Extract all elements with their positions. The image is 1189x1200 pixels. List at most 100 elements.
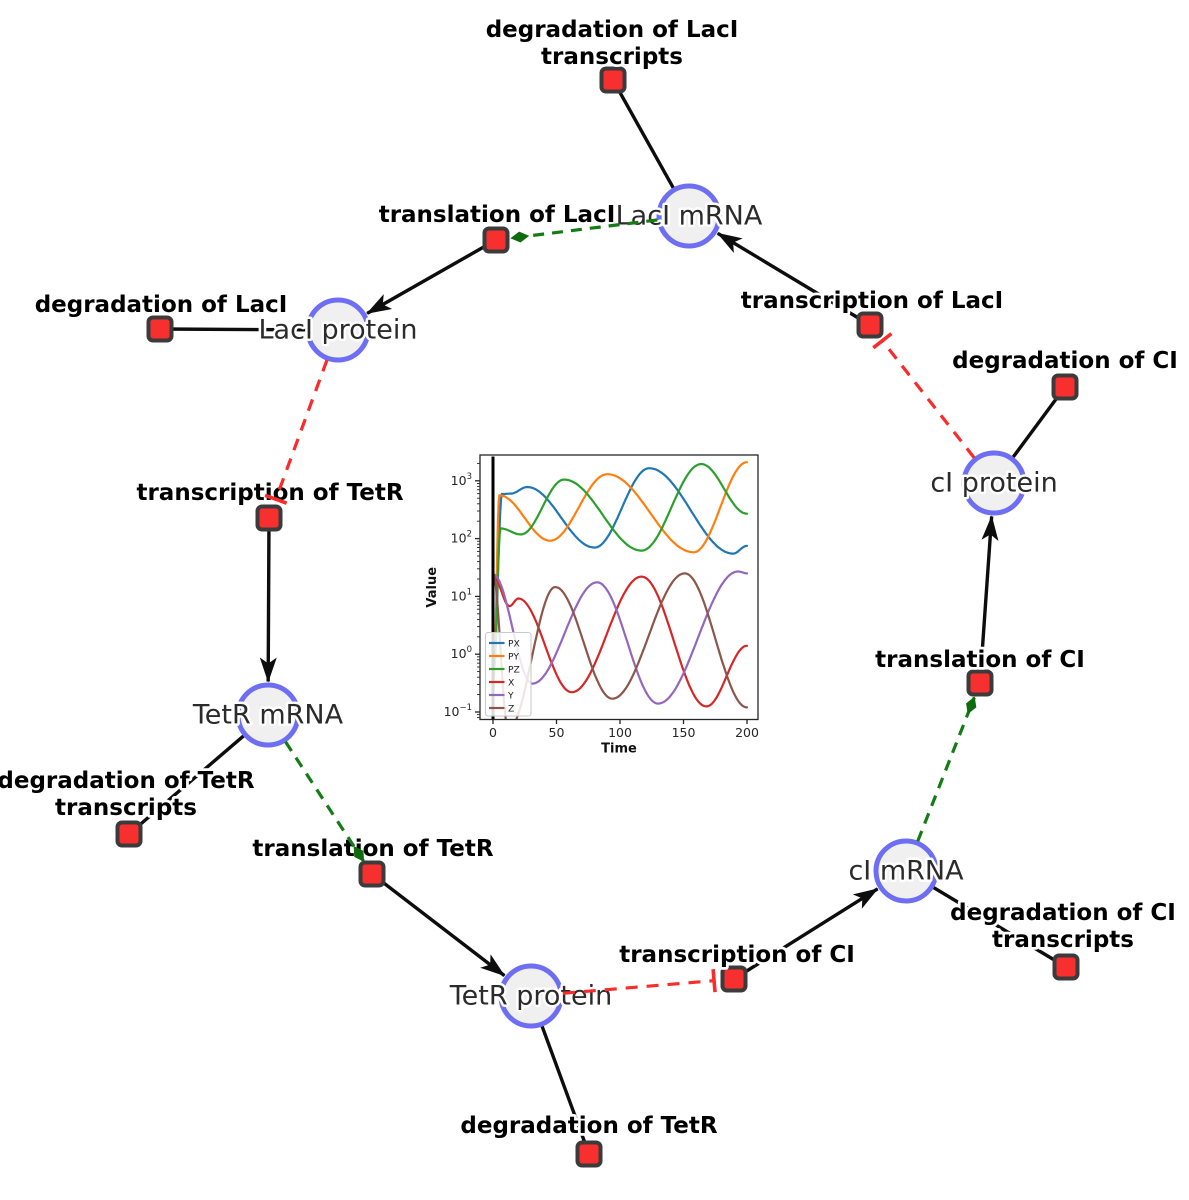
reaction-square[interactable] [358, 860, 386, 888]
reaction-label-transl_ci: translation of CI [875, 647, 1085, 673]
plot-ylabel: Value [425, 567, 440, 608]
reaction-label-deg_ci_tx: degradation of CI transcripts [950, 900, 1176, 953]
reaction-square[interactable] [1051, 373, 1079, 401]
reaction-square[interactable] [599, 66, 627, 94]
x-tick-label: 150 [672, 725, 696, 740]
legend-label-X: X [508, 678, 514, 689]
reaction-label-deg_laci_tx: degradation of LacI transcripts [486, 17, 739, 70]
reaction-node-deg_tetr_tx[interactable] [115, 820, 143, 848]
species-circle[interactable] [305, 297, 371, 363]
reaction-label-transl_laci: translation of LacI [379, 202, 616, 228]
reaction-label-deg_laci: degradation of LacI [35, 292, 288, 318]
plot-line-PZ [492, 462, 749, 669]
reaction-node-tx_tetr[interactable] [255, 504, 283, 532]
reaction-node-transl_ci[interactable] [966, 669, 994, 697]
edge-product-tx_tetr-tetr_mrna [259, 517, 277, 683]
reaction-node-tx_ci[interactable] [720, 965, 748, 993]
plot-frame [479, 454, 759, 721]
plot-line-X [491, 574, 749, 708]
reaction-square[interactable] [966, 669, 994, 697]
species-circle[interactable] [873, 838, 939, 904]
edge-inhibition-ci_protein-tx_laci [872, 332, 976, 459]
species-label-ci_protein: cI protein [930, 468, 1057, 499]
y-tick-label: 102 [451, 530, 472, 546]
plot-line-Y [491, 570, 749, 705]
y-tick-label: 10−1 [444, 703, 472, 719]
y-tick-label: 100 [451, 645, 472, 661]
reaction-label-deg_ci: degradation of CI [952, 348, 1178, 374]
edge-product-tx_laci-laci_mrna [716, 231, 871, 327]
species-label-laci_mrna: LacI mRNA [616, 201, 763, 232]
plot-line-PX [492, 467, 749, 673]
edge-product-tx_ci-ci_mrna [733, 887, 879, 981]
species-label-ci_mrna: cI mRNA [848, 856, 964, 887]
plot-xlabel: Time [601, 742, 637, 757]
x-tick-label: 0 [489, 725, 497, 740]
plot-line-PY [492, 461, 749, 682]
species-circle[interactable] [656, 183, 722, 249]
reaction-square[interactable] [720, 965, 748, 993]
edge-inhibition-tetr_protein-tx_ci [562, 969, 717, 995]
dashed-edges-layer [264, 218, 977, 995]
y-tick-label: 101 [451, 587, 472, 603]
edge-inhibition-laci_protein-tx_tetr [264, 359, 329, 505]
reaction-node-transl_laci[interactable] [482, 226, 510, 254]
legend-label-PZ: PZ [508, 665, 520, 676]
reaction-node-deg_ci_tx[interactable] [1052, 953, 1080, 981]
edge-reactant-laci_protein-deg_laci [159, 327, 307, 332]
x-tick-label: 100 [608, 725, 632, 740]
species-label-tetr_protein: TetR protein [449, 981, 612, 1012]
reaction-square[interactable] [856, 311, 884, 339]
x-tick-label: 200 [735, 725, 759, 740]
legend-label-Y: Y [507, 691, 514, 702]
reaction-square[interactable] [575, 1140, 603, 1168]
reaction-node-deg_ci[interactable] [1051, 373, 1079, 401]
species-node-tetr_protein[interactable] [498, 963, 564, 1029]
reaction-node-deg_laci_tx[interactable] [599, 66, 627, 94]
reaction-square[interactable] [1052, 953, 1080, 981]
species-node-ci_protein[interactable] [961, 450, 1027, 516]
legend-label-PY: PY [508, 652, 519, 663]
edge-product-transl_tetr-tetr_protein [370, 872, 506, 977]
reaction-square[interactable] [115, 820, 143, 848]
species-node-laci_mrna[interactable] [656, 183, 722, 249]
plot-legend: PX PY PZ XYZ [485, 632, 532, 717]
legend-label-Z: Z [508, 704, 514, 715]
solid-edges-layer [127, 79, 1067, 1155]
reaction-node-tx_laci[interactable] [856, 311, 884, 339]
edge-modifier-ci_mrna-transl_ci [916, 696, 977, 842]
species-node-laci_protein[interactable] [305, 297, 371, 363]
edge-modifier-tetr_mrna-transl_tetr [284, 740, 365, 862]
species-node-ci_mrna[interactable] [873, 838, 939, 904]
edge-product-transl_laci-laci_protein [366, 238, 497, 315]
reaction-label-tx_ci: transcription of CI [619, 942, 855, 968]
edge-reactant-tetr_protein-deg_tetr [540, 1025, 591, 1155]
reaction-square[interactable] [146, 315, 174, 343]
reaction-label-tx_tetr: transcription of TetR [136, 480, 403, 506]
y-tick-label: 103 [451, 472, 472, 488]
species-label-laci_protein: LacI protein [259, 315, 418, 346]
reaction-label-deg_tetr_tx: degradation of TetR transcripts [0, 768, 255, 821]
edge-reactant-ci_mrna-deg_ci_tx [932, 886, 1067, 969]
plot-line-Z [491, 572, 749, 719]
edge-modifier-laci_mrna-transl_laci [510, 218, 658, 243]
species-label-tetr_mrna: TetR mRNA [192, 700, 344, 731]
reaction-square[interactable] [255, 504, 283, 532]
reaction-label-transl_tetr: translation of TetR [252, 836, 493, 862]
reaction-label-deg_tetr: degradation of TetR [460, 1113, 717, 1139]
edge-reactant-tetr_mrna-deg_tetr_tx [127, 734, 245, 836]
reaction-node-transl_tetr[interactable] [358, 860, 386, 888]
labels-layer: LacI mRNA LacI protein TetR mRNA TetR prote… [0, 14, 1181, 1142]
species-circle[interactable] [498, 963, 564, 1029]
species-circle[interactable] [235, 682, 301, 748]
species-node-tetr_mrna[interactable] [235, 682, 301, 748]
reaction-square[interactable] [482, 226, 510, 254]
reaction-node-deg_laci[interactable] [146, 315, 174, 343]
reaction-node-deg_tetr[interactable] [575, 1140, 603, 1168]
species-circle[interactable] [961, 450, 1027, 516]
nodes-layer [115, 66, 1080, 1168]
edge-product-transl_ci-ci_protein [978, 515, 999, 684]
